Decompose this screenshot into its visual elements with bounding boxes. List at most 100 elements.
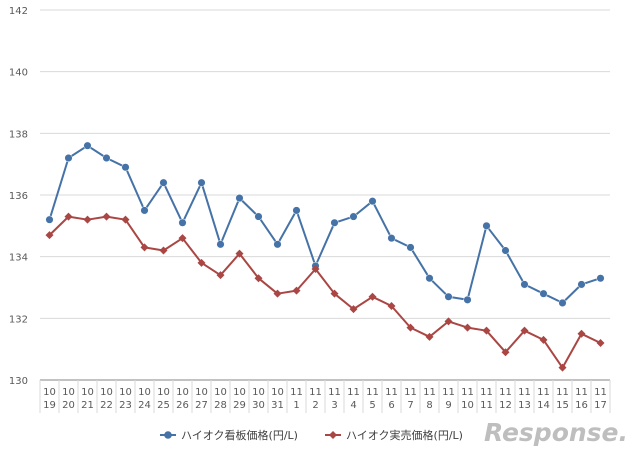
x-tick-month: 11	[499, 387, 512, 398]
data-point	[596, 274, 605, 283]
data-point	[292, 286, 301, 295]
data-point	[558, 363, 567, 372]
x-tick-day: 26	[176, 400, 189, 411]
y-tick-label-130: 130	[9, 376, 28, 387]
data-point	[159, 178, 168, 187]
legend: ハイオク看板価格(円/L) ハイオク実売価格(円/L)	[160, 428, 463, 442]
data-point	[273, 240, 282, 249]
data-point	[254, 212, 263, 221]
x-tick-month: 11	[328, 387, 341, 398]
x-tick-day: 29	[233, 400, 246, 411]
data-point	[330, 218, 339, 227]
data-point	[444, 317, 453, 326]
y-tick-label-138: 138	[9, 129, 28, 140]
x-tick-month: 10	[176, 387, 189, 398]
gridlines	[40, 9, 610, 319]
x-tick-month: 11	[461, 387, 474, 398]
data-point	[463, 295, 472, 304]
data-point	[83, 215, 92, 224]
x-tick-month: 11	[290, 387, 303, 398]
data-point	[539, 289, 548, 298]
series-0	[45, 141, 605, 307]
series-layer	[45, 141, 605, 372]
y-axis: 130 132 134 136 138 140 142	[9, 6, 28, 387]
x-tick-month: 10	[138, 387, 151, 398]
data-point	[577, 329, 586, 338]
data-point	[140, 206, 149, 215]
x-tick-day: 9	[445, 400, 451, 411]
data-point	[330, 289, 339, 298]
x-tick-month: 11	[537, 387, 550, 398]
legend-marker	[164, 431, 172, 439]
x-tick-month: 11	[556, 387, 569, 398]
x-tick-month: 11	[423, 387, 436, 398]
x-tick-month: 10	[195, 387, 208, 398]
x-tick-month: 10	[81, 387, 94, 398]
x-tick-day: 27	[195, 400, 208, 411]
y-tick-label-134: 134	[9, 253, 28, 264]
data-point	[121, 215, 130, 224]
x-tick-month: 11	[347, 387, 360, 398]
data-point	[349, 212, 358, 221]
x-tick-day: 12	[499, 400, 512, 411]
legend-item-1: ハイオク実売価格(円/L)	[325, 428, 463, 442]
y-tick-label-142: 142	[9, 6, 28, 17]
data-point	[425, 332, 434, 341]
x-tick-month: 10	[157, 387, 170, 398]
x-tick-day: 7	[407, 400, 413, 411]
x-tick-month: 10	[62, 387, 75, 398]
data-point	[83, 141, 92, 150]
x-tick-day: 13	[518, 400, 531, 411]
x-tick-month: 10	[100, 387, 113, 398]
data-point	[406, 243, 415, 252]
data-point	[596, 339, 605, 347]
x-tick-month: 10	[119, 387, 132, 398]
x-tick-day: 22	[100, 400, 113, 411]
x-tick-month: 11	[385, 387, 398, 398]
legend-marker	[329, 431, 337, 439]
x-tick-day: 16	[575, 400, 588, 411]
data-point	[501, 246, 510, 255]
x-tick-month: 11	[575, 387, 588, 398]
data-point	[501, 348, 510, 357]
x-tick-day: 31	[271, 400, 284, 411]
data-point	[102, 153, 111, 163]
x-tick-day: 19	[43, 400, 56, 411]
x-tick-day: 20	[62, 400, 75, 411]
data-point	[64, 212, 73, 221]
x-tick-month: 11	[404, 387, 417, 398]
x-tick-month: 10	[233, 387, 246, 398]
data-point	[520, 280, 529, 289]
x-tick-day: 11	[480, 400, 493, 411]
data-point	[482, 221, 491, 230]
legend-label: ハイオク実売価格(円/L)	[346, 428, 463, 442]
x-tick-day: 4	[350, 400, 356, 411]
data-point	[102, 212, 111, 221]
x-tick-day: 23	[119, 400, 132, 411]
data-point	[520, 326, 529, 335]
x-tick-day: 24	[138, 400, 151, 411]
data-point	[577, 280, 586, 289]
data-point	[121, 163, 130, 172]
x-tick-day: 14	[537, 400, 550, 411]
x-tick-month: 11	[518, 387, 531, 398]
data-point	[444, 292, 453, 301]
data-point	[216, 240, 225, 249]
x-tick-day: 3	[331, 400, 337, 411]
data-point	[368, 292, 377, 301]
x-tick-month: 11	[366, 387, 379, 398]
data-point	[292, 206, 301, 215]
data-point	[216, 271, 225, 280]
data-point	[482, 326, 491, 335]
data-point	[558, 298, 567, 307]
data-point	[368, 197, 377, 206]
data-point	[387, 234, 396, 243]
x-axis: 1019102010211022102310241025102610271028…	[39, 379, 611, 413]
x-tick-day: 17	[594, 400, 607, 411]
legend-item-0: ハイオク看板価格(円/L)	[160, 428, 298, 442]
x-tick-day: 15	[556, 400, 569, 411]
data-point	[349, 305, 358, 314]
data-point	[45, 231, 54, 240]
